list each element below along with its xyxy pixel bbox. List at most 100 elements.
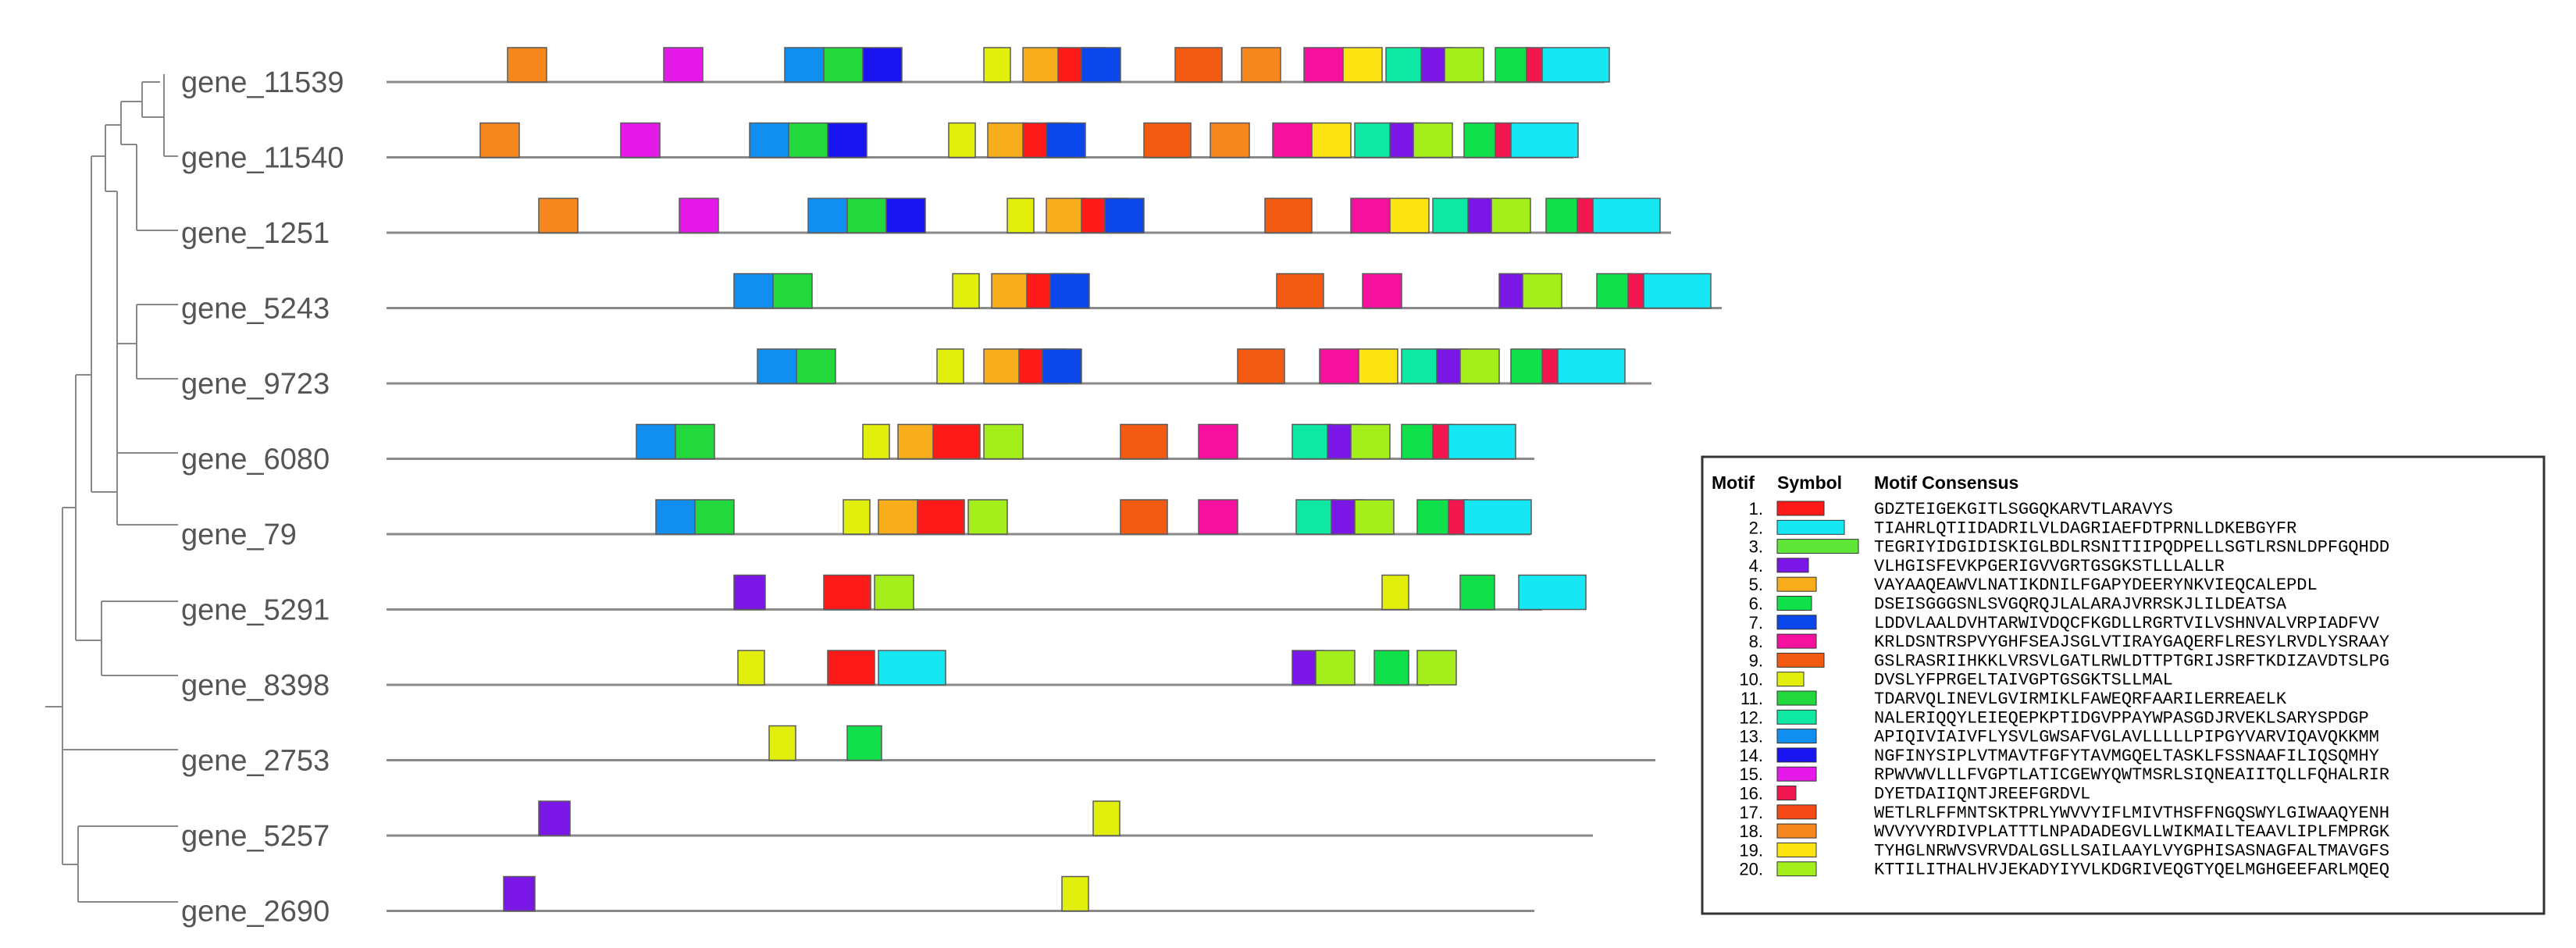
motif-18-box	[538, 198, 579, 233]
legend-symbol-swatch	[1776, 558, 1809, 573]
motif-10-box	[1092, 800, 1121, 836]
legend-symbol-swatch	[1776, 823, 1817, 839]
motif-8-box	[1272, 122, 1313, 159]
legend-symbol-swatch	[1776, 672, 1805, 687]
motif-5-box	[991, 273, 1031, 309]
motif-12-box	[1432, 198, 1473, 233]
motif-6-box	[1401, 423, 1437, 460]
legend-motif-number: 20.	[1739, 860, 1763, 879]
gene-row: gene_8398	[181, 650, 1457, 702]
motif-10-box	[737, 650, 765, 686]
motif-11-box	[694, 499, 735, 535]
motif-11-box	[788, 122, 828, 159]
legend-symbol-swatch	[1776, 519, 1845, 535]
legend-header-motif: Motif	[1712, 472, 1755, 493]
legend-consensus: DYETDAIIQNTJREEFGRDVL	[1874, 785, 2090, 804]
legend-symbol-swatch	[1776, 539, 1859, 554]
motif-10-box	[952, 273, 980, 309]
motif-18-box	[507, 47, 547, 83]
motif-legend: Motif Symbol Motif Consensus 1. GDZTEIGEKGIT…	[1701, 455, 2546, 915]
legend-motif-number: 8.	[1749, 632, 1763, 651]
motif-20-box	[874, 574, 914, 611]
motif-20-box	[1315, 650, 1356, 686]
motif-7-box	[1081, 47, 1121, 83]
motif-19-box	[1358, 348, 1398, 384]
gene-label: gene_5291	[181, 594, 330, 627]
legend-consensus: NGFINYSIPLVTMAVTFGFYTAVMGQELTASKLFSSNAAF…	[1874, 747, 2379, 766]
legend-symbol-swatch	[1776, 633, 1817, 649]
legend-symbol-swatch	[1776, 766, 1817, 782]
motif-20-box	[983, 423, 1024, 460]
motif-1-box	[827, 650, 875, 686]
legend-consensus: GDZTEIGEKGITLSGGQKARVTLARAVYS	[1874, 500, 2173, 519]
legend-motif-number: 19.	[1739, 840, 1763, 860]
legend-consensus: DVSLYFPRGELTAIVGPTGSGKTSLLMAL	[1874, 671, 2173, 690]
motif-13-box	[636, 423, 676, 460]
motif-14-box	[827, 122, 868, 159]
legend-motif-number: 5.	[1749, 575, 1763, 594]
motif-2-box	[878, 650, 946, 686]
legend-consensus: TYHGLNRWVSVRVDALGSLLSAILAAYLVYGPHISASNAG…	[1874, 841, 2389, 861]
legend-symbol-swatch	[1776, 786, 1797, 800]
motif-5-box	[1046, 198, 1086, 233]
motif-11-box	[796, 348, 836, 384]
legend-motif-number: 4.	[1749, 556, 1763, 576]
motif-10-box	[1007, 198, 1035, 233]
motif-10-box	[1381, 574, 1409, 611]
motif-2-box	[1643, 273, 1712, 309]
motif-4-box	[503, 875, 536, 912]
motif-6-box	[1374, 650, 1409, 686]
gene-row: gene_6080	[181, 423, 1534, 476]
legend-symbol-swatch	[1776, 501, 1825, 516]
legend-symbol-swatch	[1776, 690, 1817, 706]
motif-9-box	[1120, 423, 1168, 460]
motif-4-box	[538, 800, 571, 836]
gene-row: gene_11540	[181, 122, 1579, 175]
motif-9-box	[1120, 499, 1168, 535]
motif-13-box	[807, 198, 848, 233]
legend-symbol-swatch	[1776, 576, 1817, 592]
motif-2-box	[1463, 499, 1532, 535]
motif-12-box	[1354, 122, 1395, 159]
motif-2-box	[1448, 423, 1516, 460]
legend-symbol-swatch	[1776, 729, 1817, 744]
gene-label: gene_9723	[181, 368, 330, 401]
gene-row: gene_2690	[181, 875, 1534, 928]
motif-1-box	[932, 423, 981, 460]
motif-20-box	[1459, 348, 1500, 384]
motif-18-box	[479, 122, 520, 159]
legend-motif-number: 17.	[1739, 803, 1763, 822]
motif-1-box	[823, 574, 871, 611]
motif-6-box	[846, 725, 882, 761]
motif-8-box	[1198, 499, 1238, 535]
motif-11-box	[846, 198, 887, 233]
legend-motif-number: 16.	[1739, 784, 1763, 804]
legend-consensus: APIQIVIAIVFLYSVLGWSAFVGLAVLLLLLPIPGYVARV…	[1874, 728, 2379, 747]
motif-20-box	[1350, 423, 1391, 460]
legend-consensus: GSLRASRIIHKKLVRSVLGATLRWLDTTPTGRIJSRFTKD…	[1874, 651, 2389, 671]
motif-13-box	[733, 273, 774, 309]
motif-15-box	[620, 122, 661, 159]
gene-label: gene_11540	[181, 142, 344, 175]
motif-7-box	[1104, 198, 1145, 233]
gene-label: gene_5257	[181, 820, 330, 853]
motif-6-box	[1510, 348, 1546, 384]
motif-7-box	[1042, 348, 1082, 384]
motif-9-box	[1143, 122, 1192, 159]
gene-row: gene_5243	[181, 273, 1722, 326]
gene-row: gene_1251	[181, 198, 1671, 250]
gene-tracks: gene_11539 gene_11540 gene_1251 gene_5243ge…	[181, 47, 1722, 928]
motif-20-box	[1416, 650, 1457, 686]
motif-13-box	[784, 47, 825, 83]
motif-11-box	[675, 423, 715, 460]
motif-10-box	[843, 499, 871, 535]
motif-19-box	[1389, 198, 1430, 233]
gene-row: gene_11539	[181, 47, 1610, 99]
legend-consensus: TIAHRLQTIIDADRILVLDAGRIAEFDTPRNLLDKEBGYF…	[1874, 519, 2296, 538]
motif-12-box	[1292, 423, 1332, 460]
gene-row: gene_5291	[181, 574, 1587, 627]
motif-20-box	[1354, 499, 1395, 535]
legend-consensus: RPWVWVLLLFVGPTLATICGEWYQWTMSRLSIQNEAIITQ…	[1874, 765, 2389, 785]
legend-consensus: VAYAAQEAWVLNATIKDNILFGAPYDEERYNKVIEQCALE…	[1874, 576, 2318, 595]
